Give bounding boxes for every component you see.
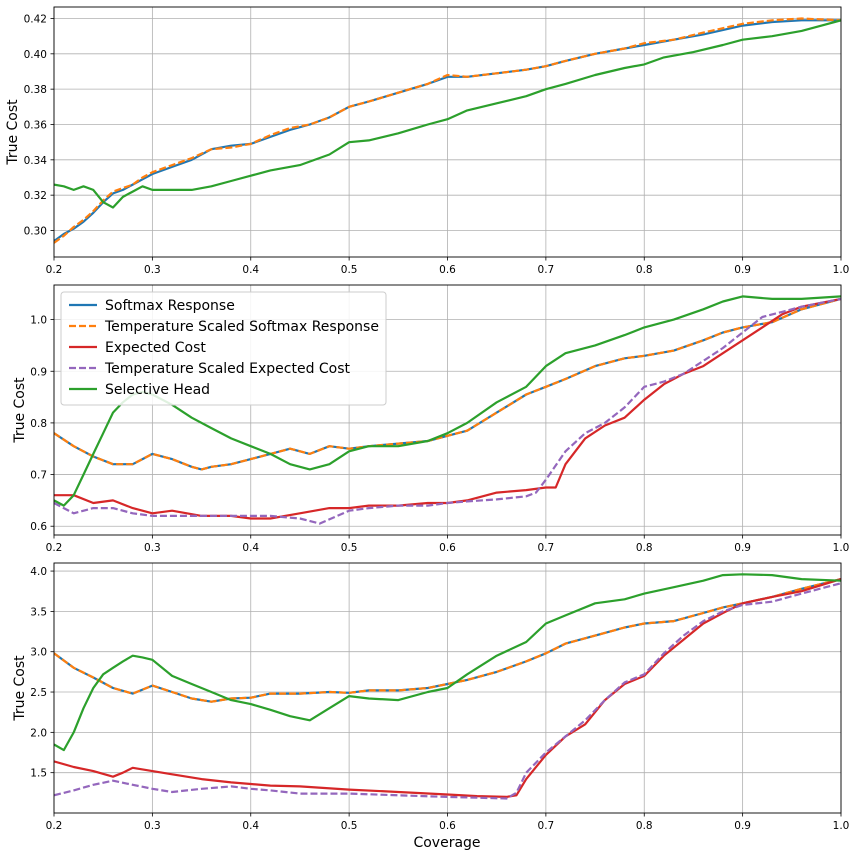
- panel-2-x-tick-label: 0.9: [734, 542, 751, 554]
- panel-3-x-tick-label: 0.8: [636, 820, 653, 832]
- panel-2-x-tick-label: 0.3: [144, 542, 161, 554]
- panel-1-y-tick-label: 0.34: [24, 155, 48, 167]
- panel-3-y-tick-label: 3.5: [30, 606, 47, 618]
- panel-1-x-tick-label: 0.8: [636, 264, 653, 276]
- panel-1-y-tick-label: 0.32: [24, 190, 47, 202]
- panel-2-y-tick-label: 0.9: [30, 366, 47, 378]
- panel-3-x-tick-label: 0.5: [341, 820, 358, 832]
- panel-3-series-selective-head-line: [54, 573, 841, 752]
- panel-2-y-axis-title: True Cost: [12, 377, 28, 444]
- panel-1-x-tick-label: 0.7: [538, 264, 555, 276]
- panel-1-x-tick-label: 0.6: [439, 264, 456, 276]
- panel-2-y-tick-label: 0.6: [30, 521, 47, 533]
- panel-2-y-tick-label: 0.8: [30, 418, 47, 430]
- panel-3-x-tick-label: 0.4: [242, 820, 259, 832]
- panel-3-series-temperature-scaled-expected-cost-line: [54, 582, 841, 800]
- legend: Softmax Response Temperature Scaled Softm…: [60, 291, 387, 406]
- panel-1-y-axis-title: True Cost: [5, 99, 21, 166]
- panel-3-x-tick-label: 0.9: [734, 820, 751, 832]
- panel-2-x-tick-label: 0.7: [538, 542, 555, 554]
- panel-1-y-tick-label: 0.30: [24, 225, 47, 237]
- panel-1-series-selective-head-line: [54, 19, 841, 209]
- panel-1-x-tick-label: 0.2: [46, 264, 63, 276]
- panel-3-series-expected-cost-line: [54, 578, 841, 798]
- panel-3-y-tick-label: 2.5: [30, 687, 47, 699]
- legend-entry-label: Temperature Scaled Softmax Response: [104, 319, 379, 335]
- panel-1-y-tick-label: 0.38: [24, 84, 47, 96]
- panel-2-y-tick-label: 0.7: [30, 470, 47, 482]
- panel-2-x-tick-label: 0.2: [46, 542, 63, 554]
- panel-3-y-tick-label: 1.5: [30, 768, 47, 780]
- legend-entry-label: Softmax Response: [105, 298, 235, 314]
- panel-3-y-tick-label: 4.0: [30, 566, 47, 578]
- panel-3-y-tick-label: 2.0: [30, 727, 47, 739]
- panel-2: 0.2 0.3 0.4 0.5 0.6 0.7 0.8 0.9 1.0 0.6 0.7 0.8 0.9 1…: [12, 284, 850, 554]
- panel-3: 0.2 0.3 0.4 0.5 0.6 0.7 0.8 0.9 1.0 1.5 2.0 2.5 3.0 3…: [12, 562, 850, 832]
- x-axis-title: Coverage: [413, 835, 480, 851]
- legend-entry-label: Temperature Scaled Expected Cost: [104, 361, 351, 377]
- legend-entry-label: Expected Cost: [105, 340, 206, 356]
- panel-1-series-softmax-response-line: [54, 19, 841, 242]
- panel-2-series-temperature-scaled-expected-cost-line: [54, 297, 841, 525]
- panel-2-x-tick-label: 0.6: [439, 542, 456, 554]
- panel-3-x-tick-label: 0.6: [439, 820, 456, 832]
- panel-2-x-tick-label: 0.8: [636, 542, 653, 554]
- panel-2-x-tick-label: 0.5: [341, 542, 358, 554]
- legend-box: [60, 291, 387, 406]
- panel-2-y-tick-label: 1.0: [30, 315, 47, 327]
- panel-1-series-temperature-scaled-softmax-response-line: [54, 17, 841, 244]
- panel-2-series-selective-head-line: [54, 295, 841, 507]
- panel-1-frame: [53, 6, 842, 258]
- panel-1-y-tick-label: 0.42: [24, 13, 47, 25]
- panel-1-y-tick-label: 0.36: [24, 119, 48, 131]
- panel-3-x-tick-label: 0.2: [46, 820, 63, 832]
- panel-1: 0.2 0.3 0.4 0.5 0.6 0.7 0.8 0.9 1.0 0.30 0.32 0.34 0…: [5, 6, 850, 276]
- panel-3-y-axis-title: True Cost: [12, 655, 28, 722]
- panel-1-x-tick-label: 0.5: [341, 264, 358, 276]
- panel-3-series-temperature-scaled-softmax-response-line: [54, 578, 841, 703]
- legend-entry-label: Selective Head: [105, 382, 210, 398]
- panel-2-x-tick-label: 1.0: [833, 542, 850, 554]
- panel-1-x-tick-label: 0.4: [242, 264, 259, 276]
- panel-1-y-tick-label: 0.40: [24, 49, 47, 61]
- panel-3-frame: [53, 562, 842, 814]
- panel-2-x-tick-label: 0.4: [242, 542, 259, 554]
- panel-3-x-tick-label: 1.0: [833, 820, 850, 832]
- panel-1-x-tick-label: 1.0: [833, 264, 850, 276]
- panel-3-y-tick-label: 3.0: [30, 647, 47, 659]
- panel-1-x-tick-label: 0.3: [144, 264, 161, 276]
- panel-1-x-tick-label: 0.9: [734, 264, 751, 276]
- panel-2-frame: [53, 284, 842, 536]
- panel-3-x-tick-label: 0.3: [144, 820, 161, 832]
- panel-3-x-tick-label: 0.7: [538, 820, 555, 832]
